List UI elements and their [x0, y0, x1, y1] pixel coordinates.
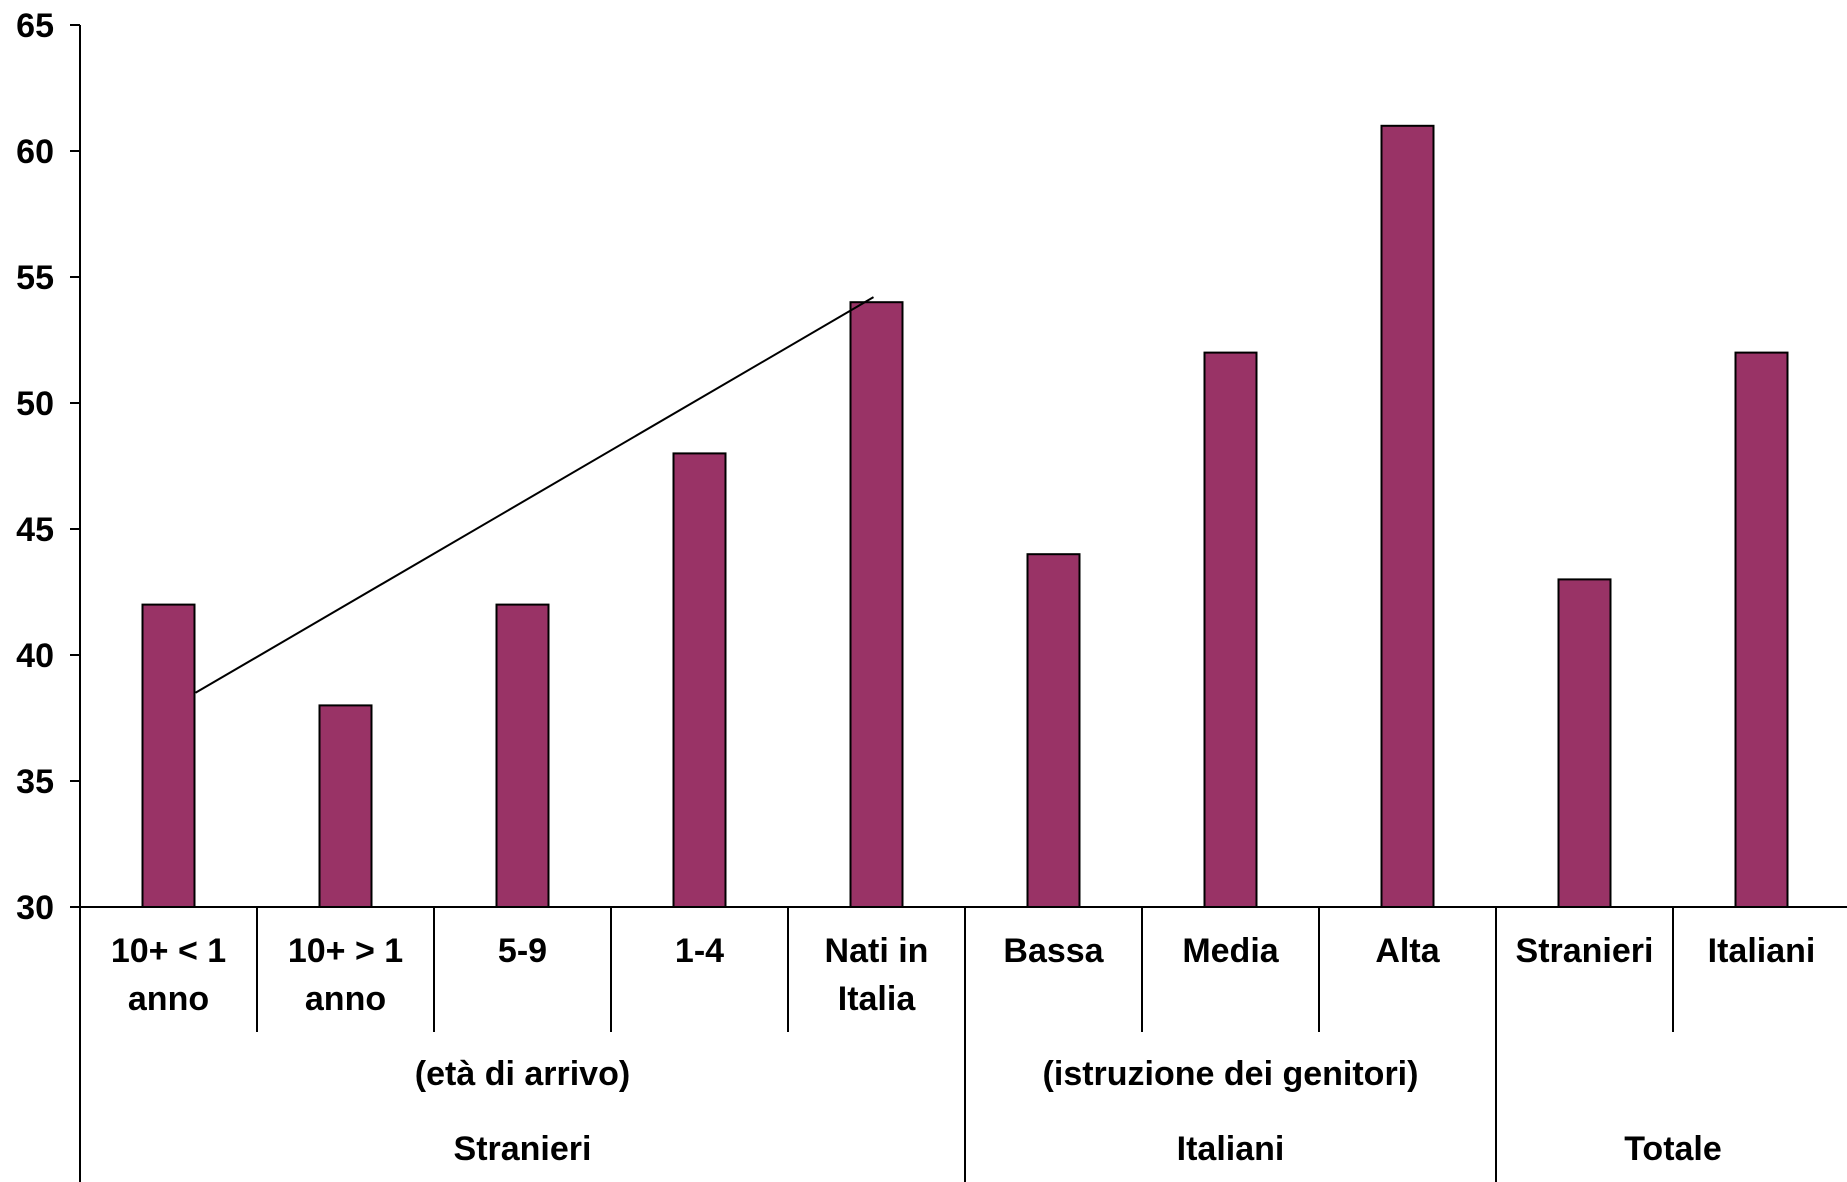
x-tick-label: Italiani — [1708, 932, 1816, 970]
bar — [495, 603, 550, 908]
x-tick-label: Alta — [1375, 932, 1440, 970]
x-tick-label: anno — [128, 980, 209, 1018]
group-label: Stranieri — [454, 1130, 592, 1168]
x-tick-label: 10+ < 1 — [111, 932, 226, 970]
bar — [849, 301, 904, 908]
y-tick-label: 30 — [16, 889, 54, 927]
bar — [141, 603, 196, 908]
x-tick-label: 5-9 — [498, 932, 547, 970]
x-tick-label: Nati in — [825, 932, 929, 970]
x-tick-label: 1-4 — [675, 932, 724, 970]
bar — [1380, 124, 1435, 909]
x-tick-label: Stranieri — [1516, 932, 1654, 970]
subgroup-label: (età di arrivo) — [415, 1055, 630, 1093]
bar — [1734, 351, 1789, 909]
x-tick-label: Media — [1182, 932, 1279, 970]
bars — [141, 124, 1789, 909]
group-label: Italiani — [1177, 1130, 1285, 1168]
group-label: Totale — [1624, 1130, 1722, 1168]
y-axis: 30 35 40 45 50 55 60 65 — [16, 7, 81, 1182]
x-tick-label: Italia — [838, 980, 917, 1018]
y-tick-label: 40 — [16, 637, 54, 675]
x-axis: 10+ < 1 anno 10+ > 1 anno 5-9 1-4 Nati in Itali… — [80, 906, 1847, 1182]
trend-line — [194, 296, 875, 694]
y-tick-label: 45 — [16, 511, 54, 549]
y-tick-label: 50 — [16, 385, 54, 423]
y-tick-label: 65 — [16, 7, 54, 45]
bar — [1557, 578, 1612, 909]
x-tick-label: Bassa — [1003, 932, 1104, 970]
x-tick-label: 10+ > 1 — [288, 932, 403, 970]
bar — [672, 452, 727, 908]
x-tick-label: anno — [305, 980, 386, 1018]
bar — [1026, 553, 1081, 908]
bar — [1203, 351, 1258, 909]
y-tick-label: 55 — [16, 259, 54, 297]
bar — [318, 704, 373, 909]
annotations — [194, 296, 875, 694]
y-tick-label: 35 — [16, 763, 54, 801]
subgroup-label: (istruzione dei genitori) — [1043, 1055, 1419, 1093]
y-tick-label: 60 — [16, 133, 54, 171]
